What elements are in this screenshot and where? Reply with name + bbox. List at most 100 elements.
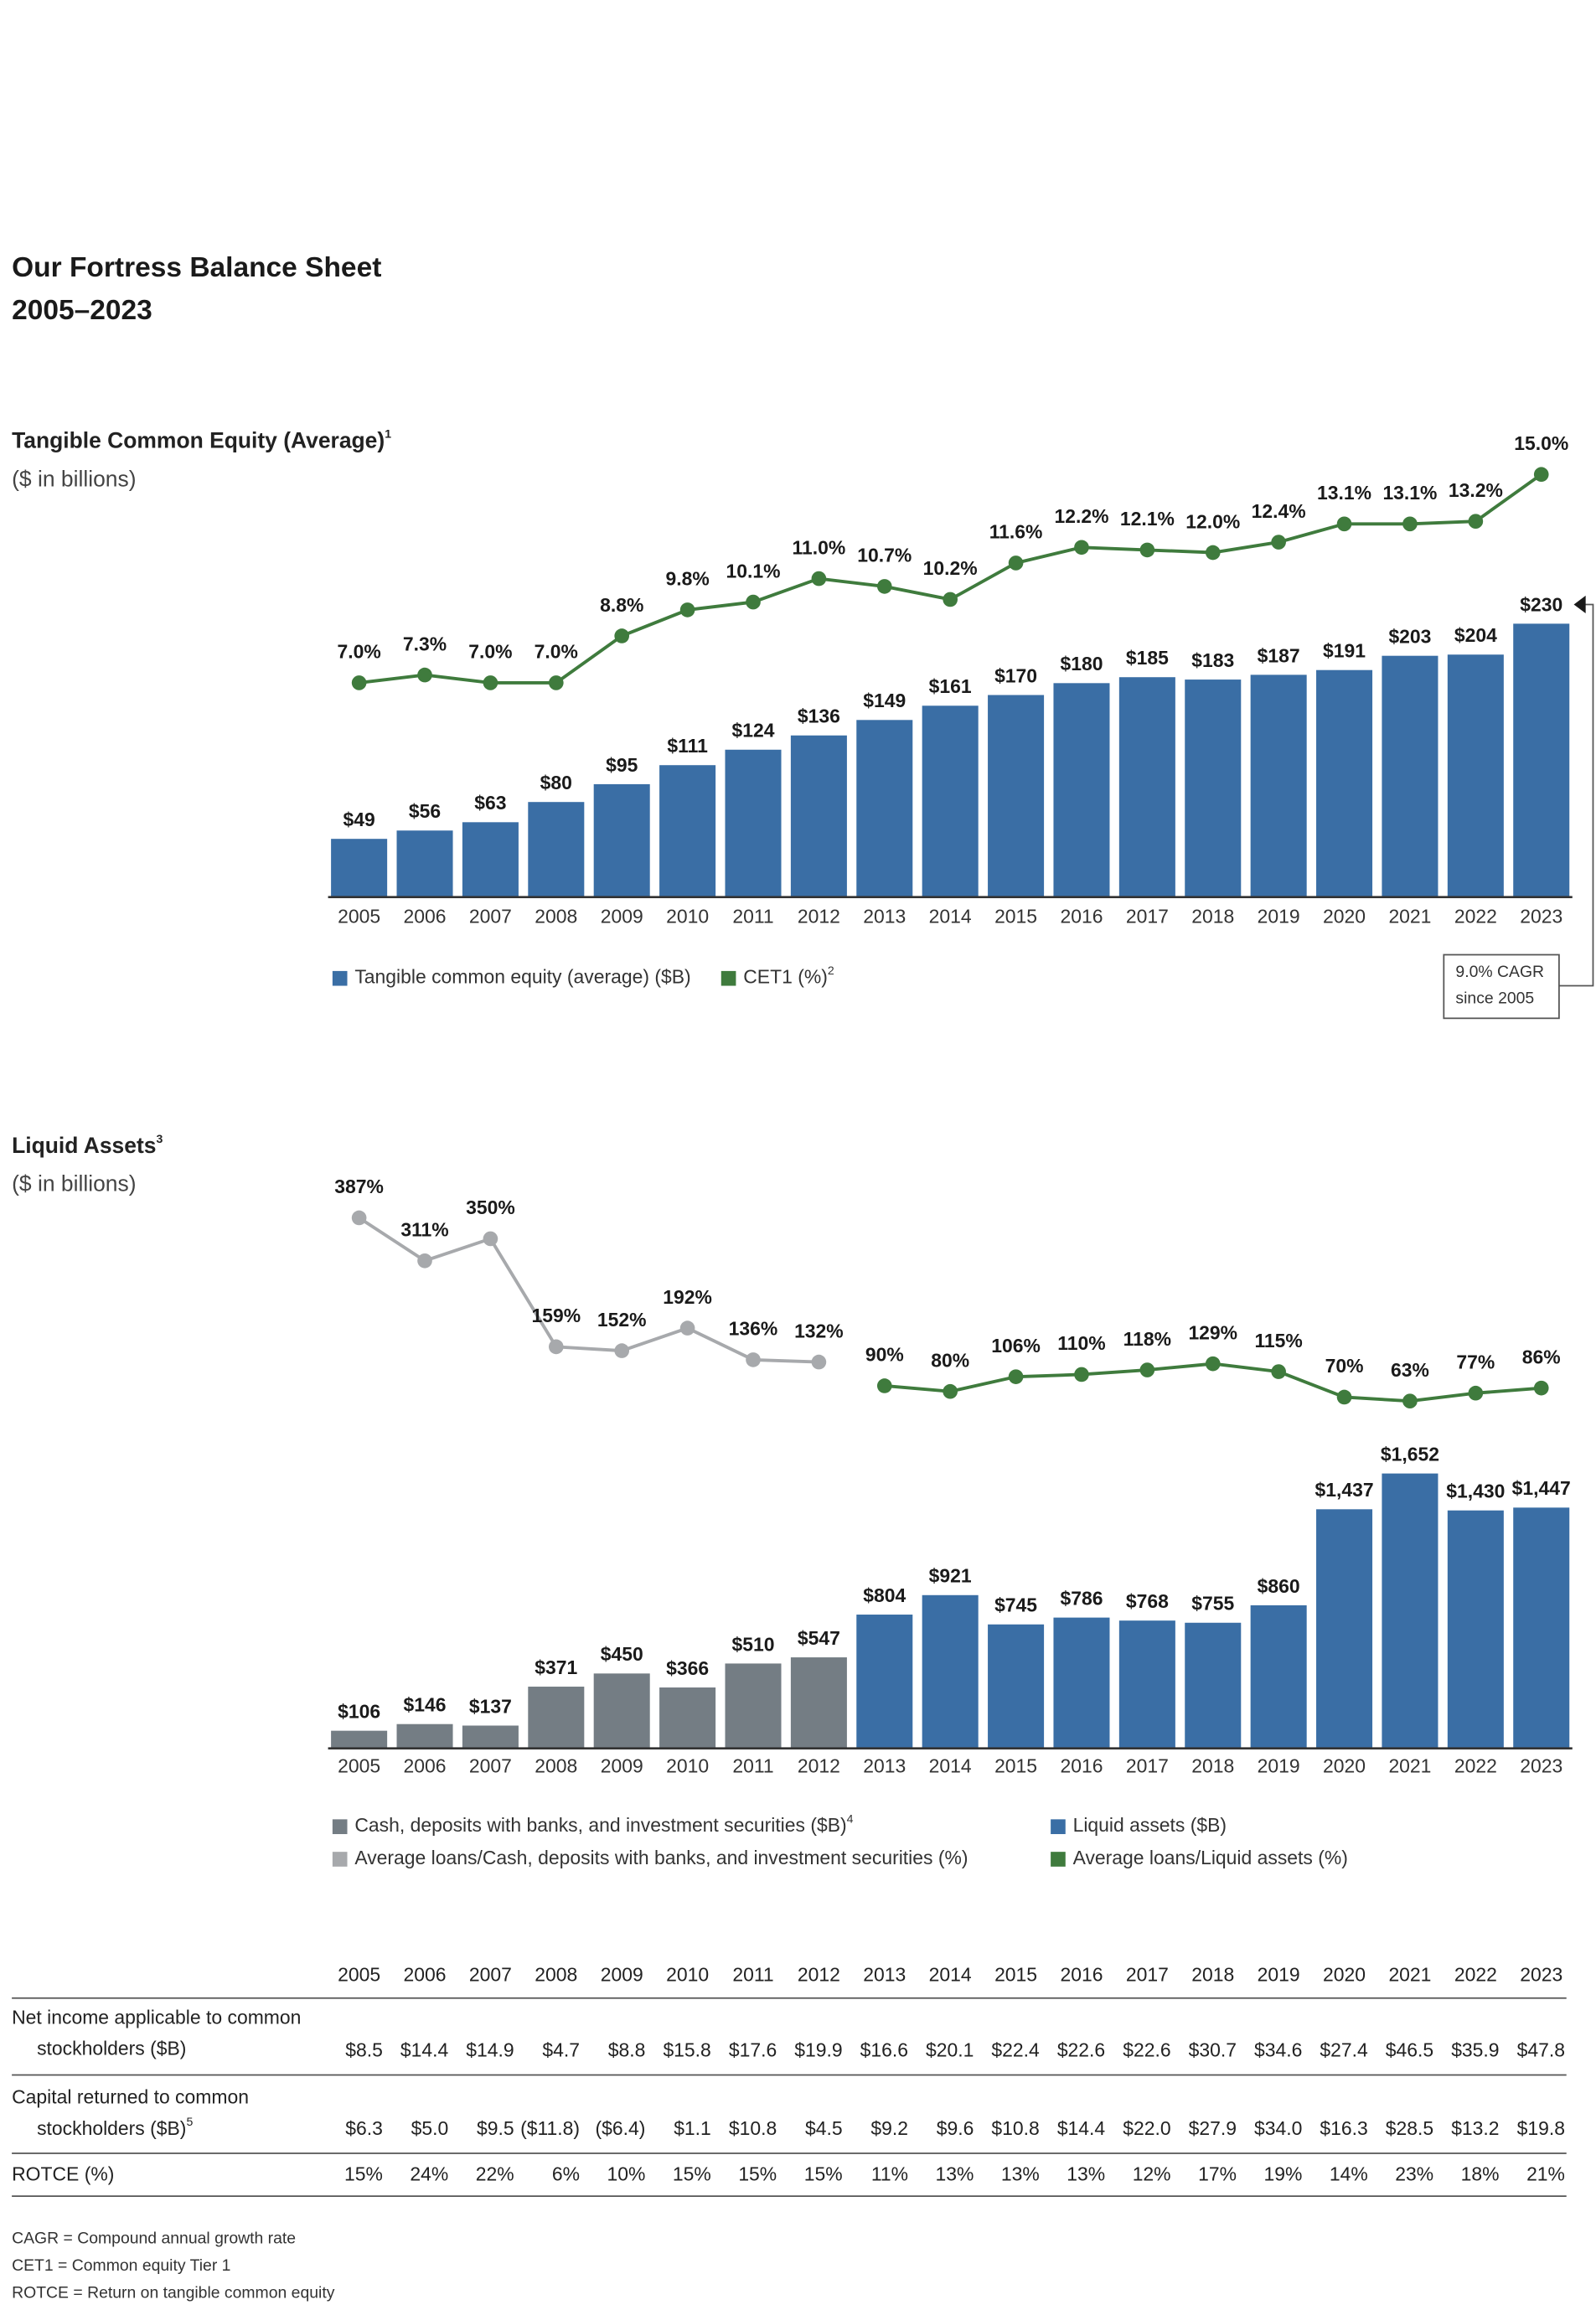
data-label: $80	[540, 772, 572, 793]
x-tick-label: 2019	[1258, 905, 1300, 927]
legend-swatch	[1051, 1819, 1066, 1835]
point	[1074, 1367, 1089, 1382]
point	[876, 579, 892, 594]
row-label: stockholders ($B)	[37, 2117, 186, 2139]
table-cell: 13%	[1067, 2163, 1105, 2185]
bar	[1250, 1605, 1307, 1749]
bar	[1513, 623, 1570, 897]
data-label: 129%	[1188, 1321, 1237, 1343]
data-label: 77%	[1456, 1351, 1495, 1373]
data-label: 12.0%	[1185, 510, 1240, 532]
table-header: 2009	[601, 1963, 643, 1985]
data-label: $137	[469, 1695, 512, 1717]
point	[483, 675, 498, 690]
row-label: Net income applicable to common	[12, 2007, 301, 2028]
x-tick-label: 2023	[1520, 905, 1562, 927]
table-cell: $14.9	[466, 2039, 514, 2060]
footnote: CAGR = Compound annual growth rate	[12, 2229, 296, 2247]
bar	[528, 1687, 585, 1749]
table-cell: $10.8	[991, 2117, 1039, 2139]
bar	[1185, 1622, 1242, 1749]
x-tick-label: 2009	[601, 1755, 643, 1777]
point	[943, 592, 958, 607]
data-label: 12.1%	[1120, 508, 1175, 530]
legend-label: Tangible common equity (average) ($B)	[354, 966, 690, 988]
x-tick-label: 2020	[1323, 1755, 1366, 1777]
bar	[856, 720, 913, 897]
data-label: 11.6%	[989, 521, 1043, 543]
data-label: 13.1%	[1317, 482, 1371, 504]
data-label: $161	[929, 675, 972, 697]
table-cell: 23%	[1395, 2163, 1433, 2185]
table-cell: ($11.8)	[520, 2117, 580, 2139]
legend-label: Average loans/Liquid assets (%)	[1073, 1847, 1348, 1868]
footnote-ref: 5	[186, 2115, 193, 2128]
point	[876, 1378, 892, 1393]
x-tick-label: 2012	[798, 1755, 840, 1777]
table-cell: $27.4	[1320, 2039, 1368, 2060]
table-cell: 12%	[1133, 2163, 1171, 2185]
x-tick-label: 2022	[1454, 905, 1497, 927]
page-title: Our Fortress Balance Sheet	[12, 252, 381, 283]
point	[1139, 542, 1155, 558]
x-tick-label: 2022	[1454, 1755, 1497, 1777]
x-tick-label: 2020	[1323, 905, 1366, 927]
bar	[528, 802, 585, 897]
table-cell: $9.2	[870, 2117, 908, 2139]
point	[614, 628, 630, 643]
table-cell: 21%	[1526, 2163, 1565, 2185]
legend-label: Cash, deposits with banks, and investmen…	[354, 1814, 846, 1836]
data-label: 12.2%	[1054, 505, 1108, 527]
point	[679, 1320, 695, 1336]
table-cell: $14.4	[400, 2039, 449, 2060]
data-label: 159%	[531, 1305, 581, 1326]
bar	[856, 1615, 913, 1749]
x-tick-label: 2015	[994, 1755, 1037, 1777]
x-tick-label: 2021	[1388, 905, 1431, 927]
point	[1468, 1385, 1484, 1401]
data-label: $1,652	[1381, 1444, 1439, 1465]
data-label: $187	[1258, 644, 1300, 666]
data-label: $63	[474, 792, 506, 814]
table-cell: $46.5	[1386, 2039, 1433, 2060]
table-header: 2008	[535, 1963, 577, 1985]
data-label: $371	[535, 1656, 577, 1678]
row-label: ROTCE (%)	[12, 2163, 114, 2185]
table-cell: $27.9	[1189, 2117, 1237, 2139]
table-cell: $35.9	[1451, 2039, 1499, 2060]
data-label: 8.8%	[600, 594, 643, 616]
x-tick-label: 2008	[535, 1755, 577, 1777]
x-tick-label: 2017	[1126, 1755, 1169, 1777]
bar	[1118, 677, 1175, 897]
table-header: 2018	[1191, 1963, 1234, 1985]
point	[1008, 1369, 1024, 1384]
data-label: 387%	[334, 1176, 384, 1197]
bar	[396, 830, 453, 897]
legend-swatch	[332, 1819, 348, 1835]
legend-label: Cash, deposits with banks, and investmen…	[354, 1811, 853, 1836]
legend-label: CET1 (%)	[743, 966, 828, 988]
table-cell: 13%	[1001, 2163, 1040, 2185]
data-label: $180	[1060, 653, 1103, 674]
legend-swatch	[1051, 1852, 1066, 1867]
x-tick-label: 2019	[1258, 1755, 1300, 1777]
data-label: $1,430	[1446, 1481, 1505, 1502]
data-label: 10.1%	[726, 560, 780, 581]
table-cell: $30.7	[1189, 2039, 1237, 2060]
annotation-connector	[1558, 603, 1594, 987]
table-cell: 17%	[1198, 2163, 1237, 2185]
data-label: $230	[1520, 593, 1562, 615]
point	[483, 1231, 498, 1247]
annotation: 9.0% CAGR	[1455, 963, 1544, 981]
table-cell: $22.6	[1057, 2039, 1105, 2060]
x-tick-label: 2021	[1388, 1755, 1431, 1777]
data-label: $56	[409, 800, 441, 822]
point	[746, 594, 761, 610]
data-label: $49	[343, 809, 375, 830]
point	[1533, 1380, 1549, 1396]
row-label: stockholders ($B)	[37, 2038, 186, 2059]
table-cell: $19.8	[1517, 2117, 1565, 2139]
table-cell: $15.8	[663, 2039, 710, 2060]
table-cell: 24%	[410, 2163, 448, 2185]
